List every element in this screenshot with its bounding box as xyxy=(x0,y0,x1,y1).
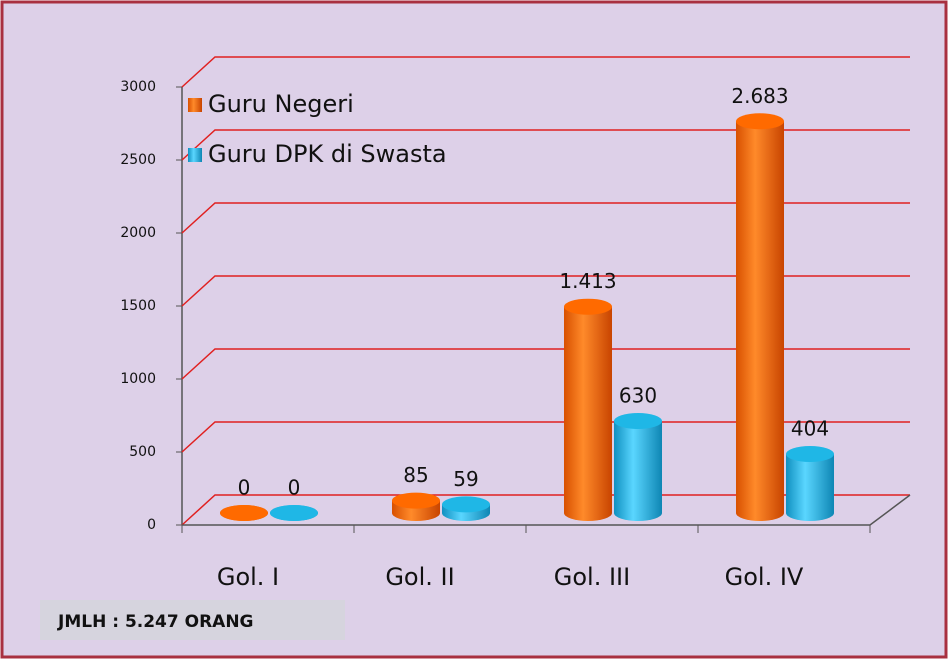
bar-body xyxy=(614,421,662,513)
bar-top xyxy=(442,496,490,513)
bar-top xyxy=(270,505,318,521)
y-tick-label: 2500 xyxy=(120,152,156,168)
bar xyxy=(392,492,440,521)
bar xyxy=(270,505,318,521)
bar xyxy=(564,298,612,521)
grid-line xyxy=(181,202,910,234)
bar-bottom xyxy=(736,505,784,521)
annotation: JMLH : 5.247 ORANG xyxy=(57,612,254,632)
value-label: 0 xyxy=(288,476,301,500)
value-label: 0 xyxy=(238,476,251,500)
x-tick-label: Gol. I xyxy=(217,563,279,591)
x-tick-label: Gol. II xyxy=(385,563,454,591)
bar-body xyxy=(736,121,784,514)
x-tick-label: Gol. III xyxy=(554,563,630,591)
y-tick-label: 2000 xyxy=(120,225,156,241)
x-tick-label: Gol. IV xyxy=(725,563,804,591)
grid-line xyxy=(181,56,910,88)
bar-top xyxy=(220,505,268,521)
bar xyxy=(786,446,834,521)
bar xyxy=(442,496,490,521)
bar-body xyxy=(786,454,834,513)
bar xyxy=(614,413,662,521)
legend-swatch xyxy=(188,148,202,162)
bar-bottom xyxy=(614,505,662,521)
bar-bottom xyxy=(786,505,834,521)
y-tick-label: 500 xyxy=(129,444,156,460)
bar-top xyxy=(564,298,612,315)
bar-top xyxy=(614,413,662,430)
y-tick-label: 3000 xyxy=(120,79,156,95)
y-tick-label: 0 xyxy=(147,517,156,533)
annotation-box xyxy=(40,600,345,640)
value-label: 630 xyxy=(619,384,657,408)
bar-bottom xyxy=(392,505,440,521)
bar xyxy=(736,113,784,521)
bar xyxy=(220,505,268,521)
value-label: 59 xyxy=(453,467,478,491)
bar-top xyxy=(736,113,784,130)
y-tick-label: 1000 xyxy=(120,371,156,387)
value-label: 1.413 xyxy=(559,269,616,293)
grid-line xyxy=(181,494,910,526)
value-label: 404 xyxy=(791,417,829,441)
y-tick-label: 1500 xyxy=(120,298,156,314)
legend-swatch xyxy=(188,98,202,112)
bar-top xyxy=(786,446,834,463)
bar-bottom xyxy=(564,505,612,521)
legend-label: Guru DPK di Swasta xyxy=(208,140,447,168)
value-label: 2.683 xyxy=(731,84,788,108)
grid-line xyxy=(181,275,910,307)
grid-line xyxy=(181,348,910,380)
legend-label: Guru Negeri xyxy=(208,90,354,118)
value-label: 85 xyxy=(403,463,428,487)
grid-line xyxy=(181,421,910,453)
bar-top xyxy=(392,492,440,509)
bar-body xyxy=(564,306,612,513)
